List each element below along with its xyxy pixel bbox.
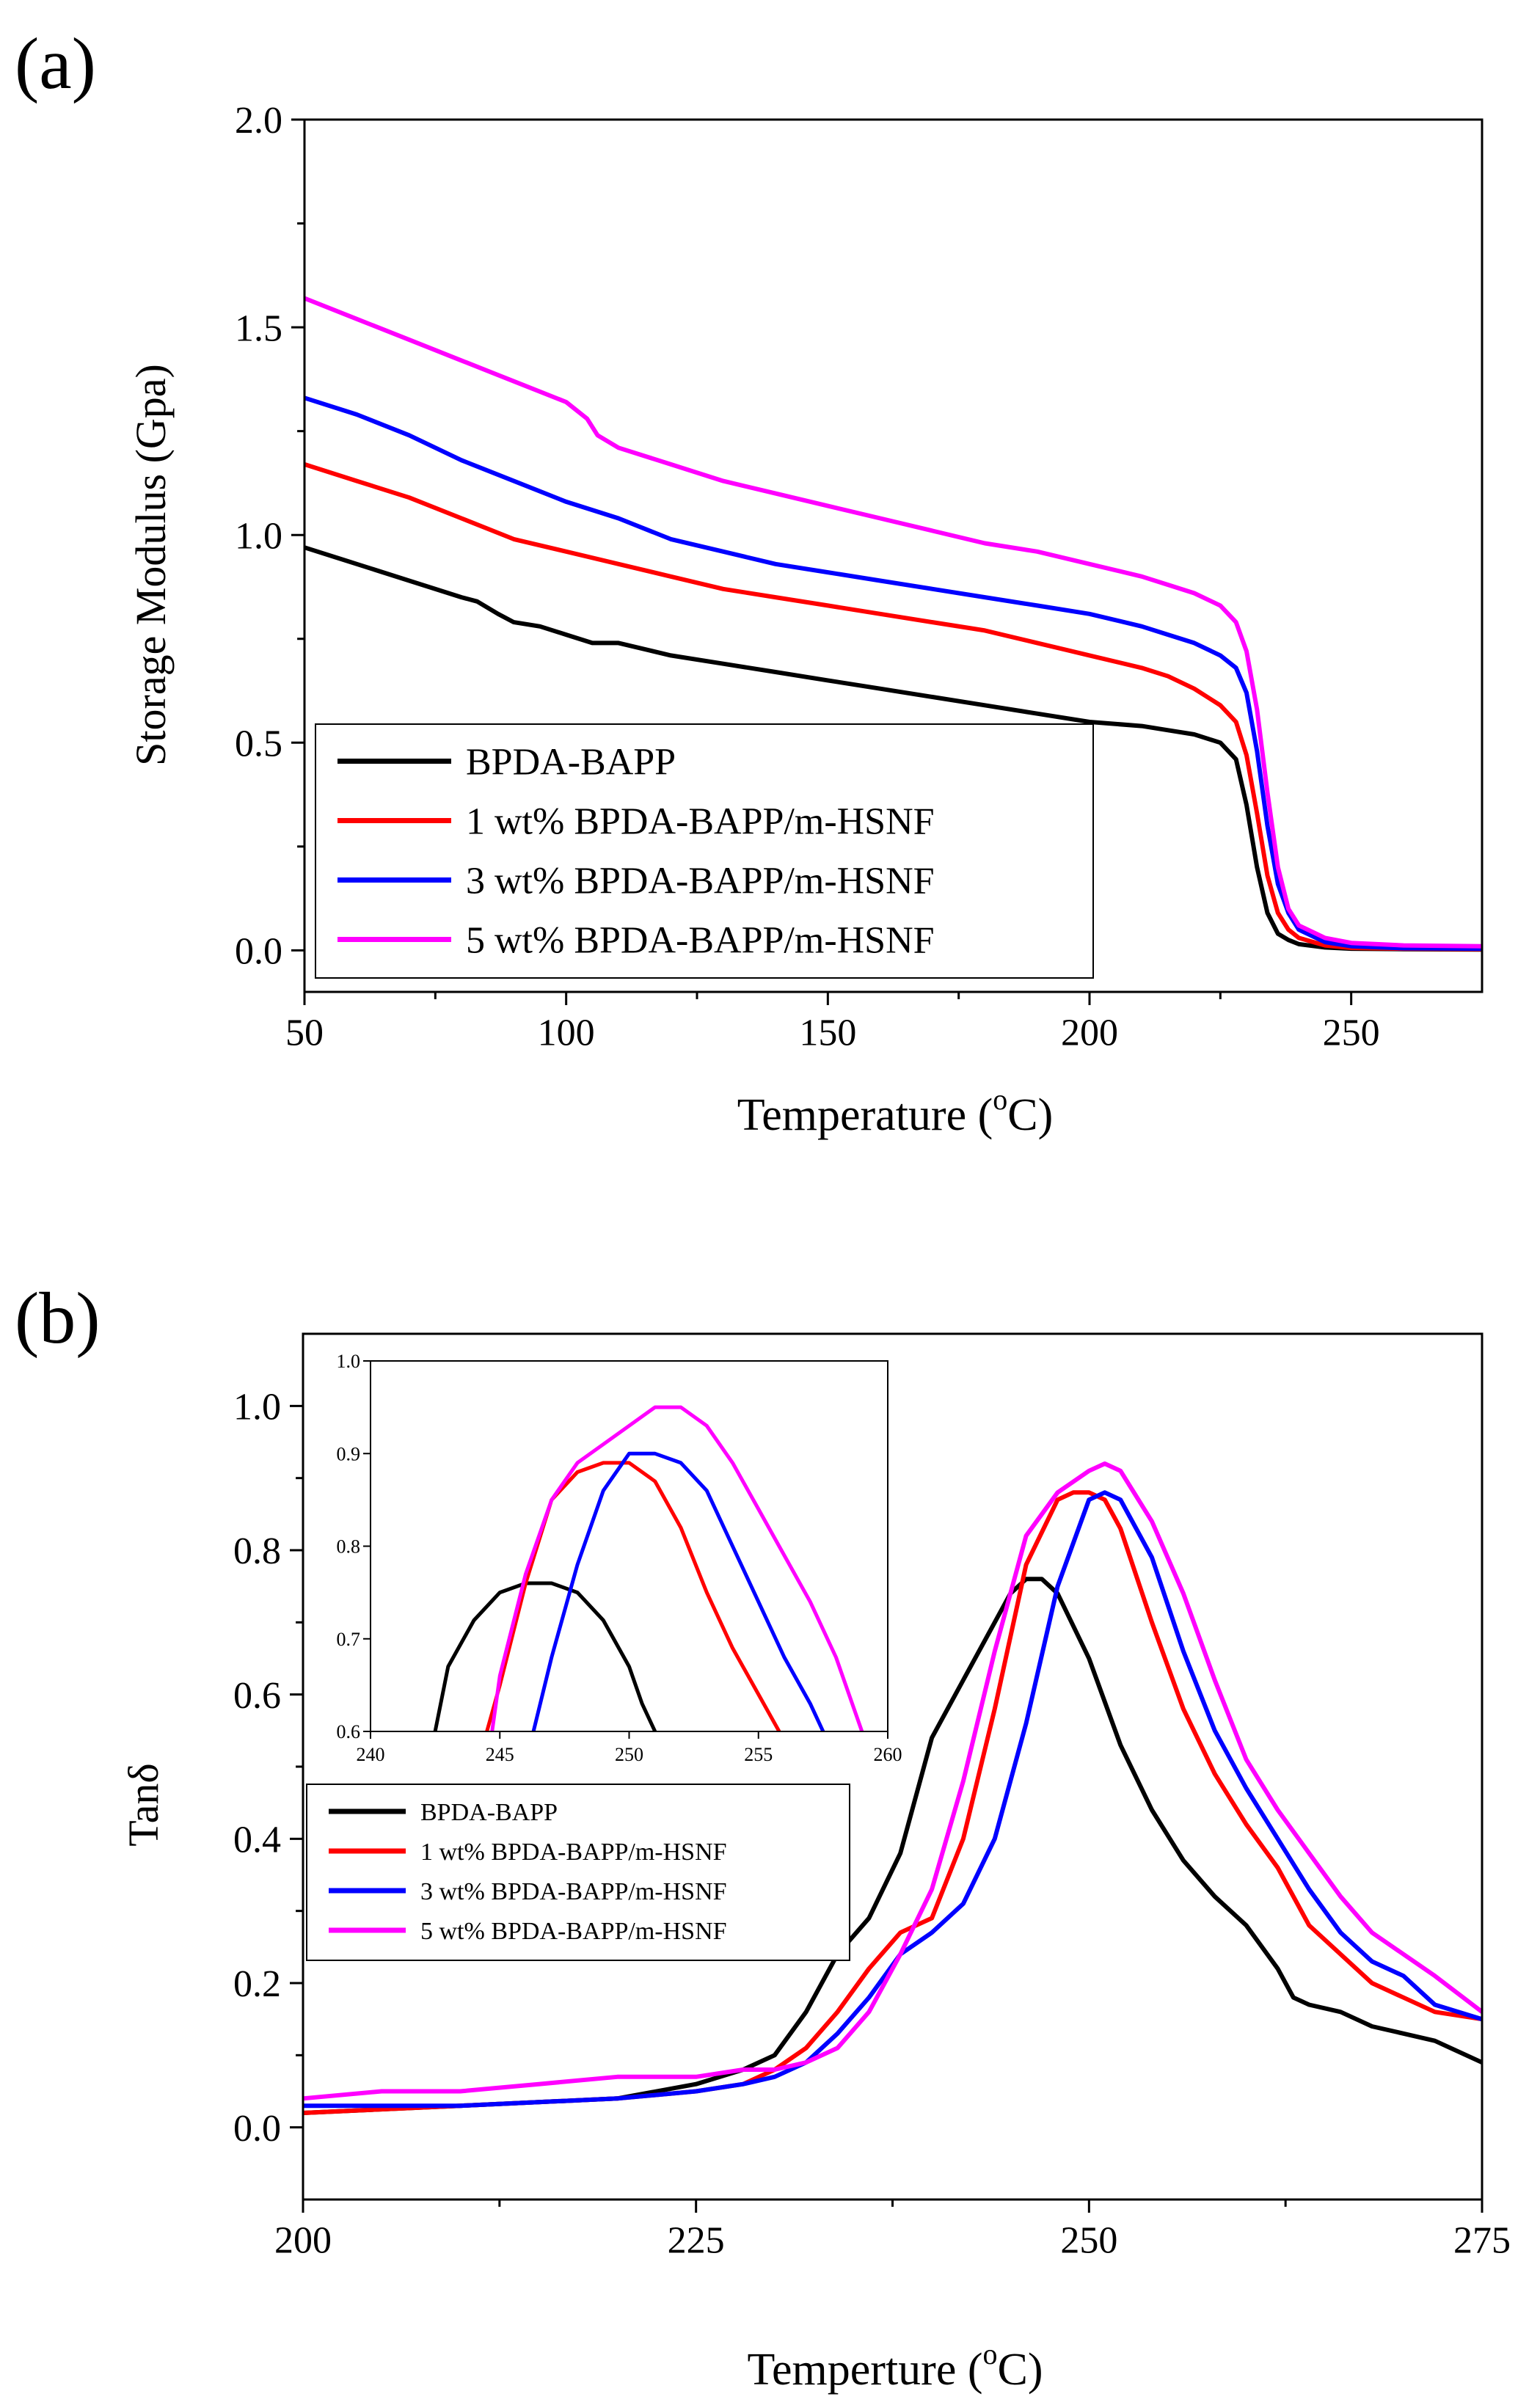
chart-b-inset-series-2-line [485,1461,781,1731]
chart-a: 50 100 150 200 250 0.0 0.5 1.0 1.5 2.0 BPDA-BAPP 1 … [235,100,1484,1054]
panel-a-label: (a) [15,23,96,104]
chart-b-inset-x-tick-label: 245 [486,1744,514,1765]
chart-b-inset-y-tick-label: 0.6 [337,1721,361,1742]
chart-b-y-tick-label: 0.6 [233,1675,281,1717]
chart-b-legend-label: 5 wt% BPDA-BAPP/m-HSNF [420,1918,727,1945]
chart-b-x-axis-label-sup: o [983,2337,998,2370]
chart-a-y-tick-label: 2.0 [235,100,282,142]
chart-a-y-tick-label: 1.5 [235,307,282,349]
chart-b-legend-label: 1 wt% BPDA-BAPP/m-HSNF [420,1839,727,1866]
chart-a-x-axis-label: Temperature (oC) [737,1083,1054,1140]
chart-a-y-tick-label: 0.0 [235,931,282,973]
chart-a-x-tick-label: 250 [1323,1012,1380,1054]
chart-a-legend-box [315,723,1094,979]
chart-b-inset-series-1-line [433,1581,657,1731]
chart-b-y-tick-label: 0.4 [233,1819,281,1861]
chart-b-inset: 240 245 250 255 260 0.6 0.7 0.8 0.9 1.0 [337,1351,902,1765]
chart-b-inset-series-4-line [490,1405,864,1731]
chart-b-inset-x-tick-label: 240 [357,1744,385,1765]
chart-a-x-tick-label: 50 [285,1012,324,1054]
chart-a-y-tick-label: 0.5 [235,723,282,764]
chart-a-legend-label: BPDA-BAPP [466,742,676,784]
chart-b-y-axis-label: Tanδ [120,1763,167,1846]
chart-b-legend-label: BPDA-BAPP [420,1799,558,1826]
chart-a-series-4-line [303,296,1483,949]
chart-b-x-axis-label: Temperture (oC) [748,2337,1043,2395]
chart-b-x-tick-label: 225 [668,2220,725,2262]
chart-b-x-axis-label-main: Temperture ( [748,2345,983,2395]
chart-a-x-tick-label: 150 [799,1012,856,1054]
chart-a-x-axis-label-main: Temperature ( [737,1090,993,1140]
chart-a-series-1-line [304,545,1483,952]
chart-b-x-tick-label: 200 [274,2220,332,2262]
chart-b-inset-y-tick-label: 0.8 [337,1536,361,1558]
chart-b-y-tick-label: 0.8 [233,1530,281,1572]
chart-b-inset-y-tick-label: 1.0 [337,1351,361,1372]
chart-b-x-tick-label: 275 [1453,2220,1511,2262]
chart-b-x-tick-label: 250 [1060,2220,1117,2262]
chart-b-legend-label: 3 wt% BPDA-BAPP/m-HSNF [420,1878,727,1905]
chart-b-inset-x-tick-label: 260 [874,1744,902,1765]
chart-b-series-1-line [302,1577,1484,2115]
chart-a-plot-frame [303,118,1484,993]
chart-a-x-axis-label-sup: o [993,1083,1007,1116]
chart-b-y-tick-label: 1.0 [233,1387,281,1428]
chart-b-inset-series-3-line [531,1451,825,1731]
chart-b-x-axis-label-end: C) [998,2345,1043,2395]
chart-b-inset-y-tick-label: 0.9 [337,1443,361,1464]
chart-b-inset-y-tick-label: 0.7 [337,1629,361,1650]
chart-a-x-tick-label: 200 [1061,1012,1118,1054]
chart-b: 200 225 250 275 0.0 0.2 0.4 0.6 0.8 1.0 BPDA-BAPP 1… [233,1332,1511,2262]
chart-a-x-axis-label-end: C) [1007,1090,1053,1140]
chart-a-legend-label: 3 wt% BPDA-BAPP/m-HSNF [466,861,935,902]
chart-a-series-2-line [304,462,1483,952]
chart-b-series-3-line [303,1490,1483,2109]
chart-a-legend-label: 1 wt% BPDA-BAPP/m-HSNF [466,801,935,843]
chart-b-y-tick-label: 0.2 [233,1963,281,2005]
chart-a-x-tick-label: 100 [538,1012,595,1054]
chart-b-inset-x-tick-label: 250 [615,1744,643,1765]
chart-a-legend-label: 5 wt% BPDA-BAPP/m-HSNF [466,920,935,962]
panel-b-label: (b) [15,1277,101,1359]
chart-b-y-tick-label: 0.0 [233,2108,281,2150]
chart-b-series-2-line [302,1490,1483,2115]
chart-b-series-4-line [302,1461,1484,2101]
chart-b-inset-series-group [433,1405,864,1731]
chart-a-y-axis-label: Storage Modulus (Gpa) [127,364,175,766]
chart-a-y-tick-label: 1.0 [235,515,282,557]
chart-b-inset-x-tick-label: 255 [744,1744,773,1765]
